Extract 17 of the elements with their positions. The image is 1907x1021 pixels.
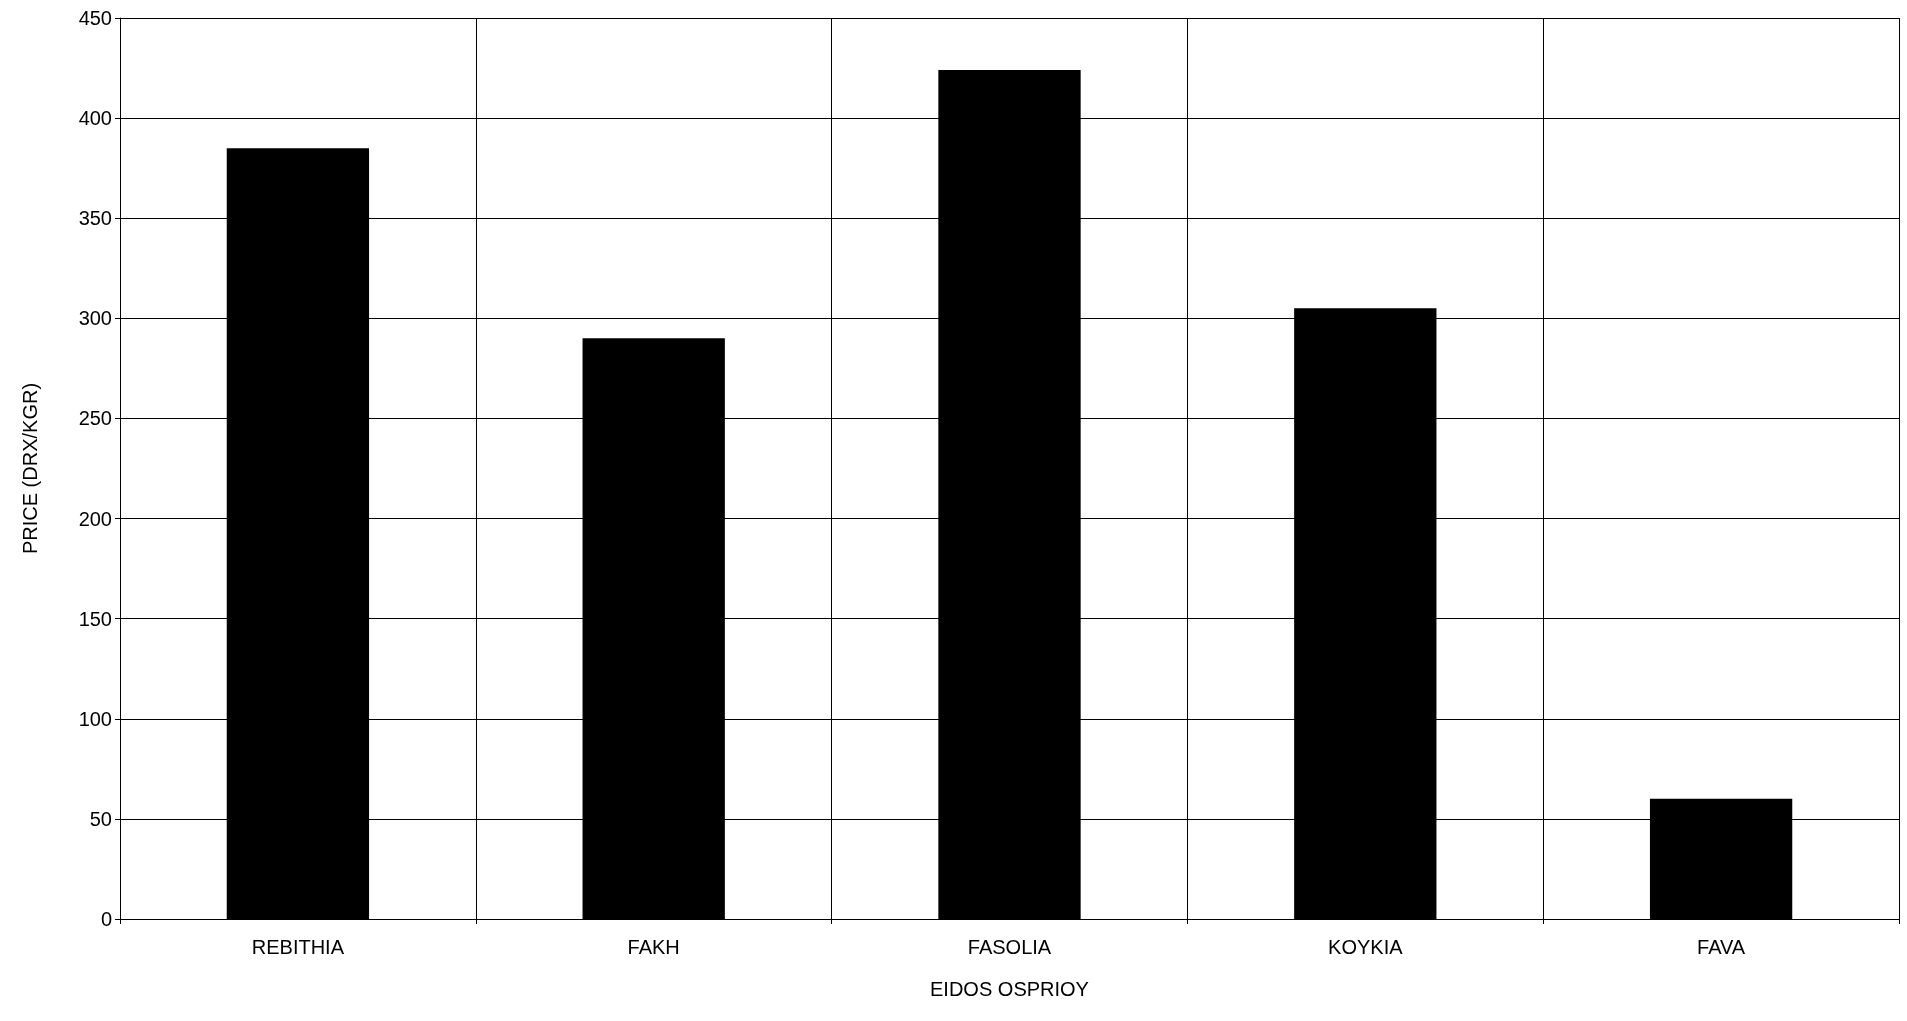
x-tick-label: FASOLIA [967,936,1052,958]
y-tick-label: 350 [78,207,112,230]
y-tick-label: 100 [78,707,112,730]
y-tick-label: 300 [78,307,112,330]
y-tick-label: 250 [78,407,112,430]
x-tick-label: REBITHIA [251,936,345,958]
y-tick-label: 150 [78,607,112,630]
x-axis-title: EIDOS OSPRIOY [930,978,1089,1000]
y-tick-label: 50 [89,807,112,830]
y-tick-label: 200 [78,507,112,530]
y-tick-label: 0 [100,908,112,930]
x-tick-label: KOYKIA [1328,936,1404,958]
y-axis-title: PRICE (DRX/KGR) [19,382,41,555]
y-tick-label: 450 [78,7,112,29]
x-tick-label: FAKH [627,936,680,958]
x-tick-label: FAVA [1697,936,1746,958]
y-tick-label: 400 [78,107,112,130]
